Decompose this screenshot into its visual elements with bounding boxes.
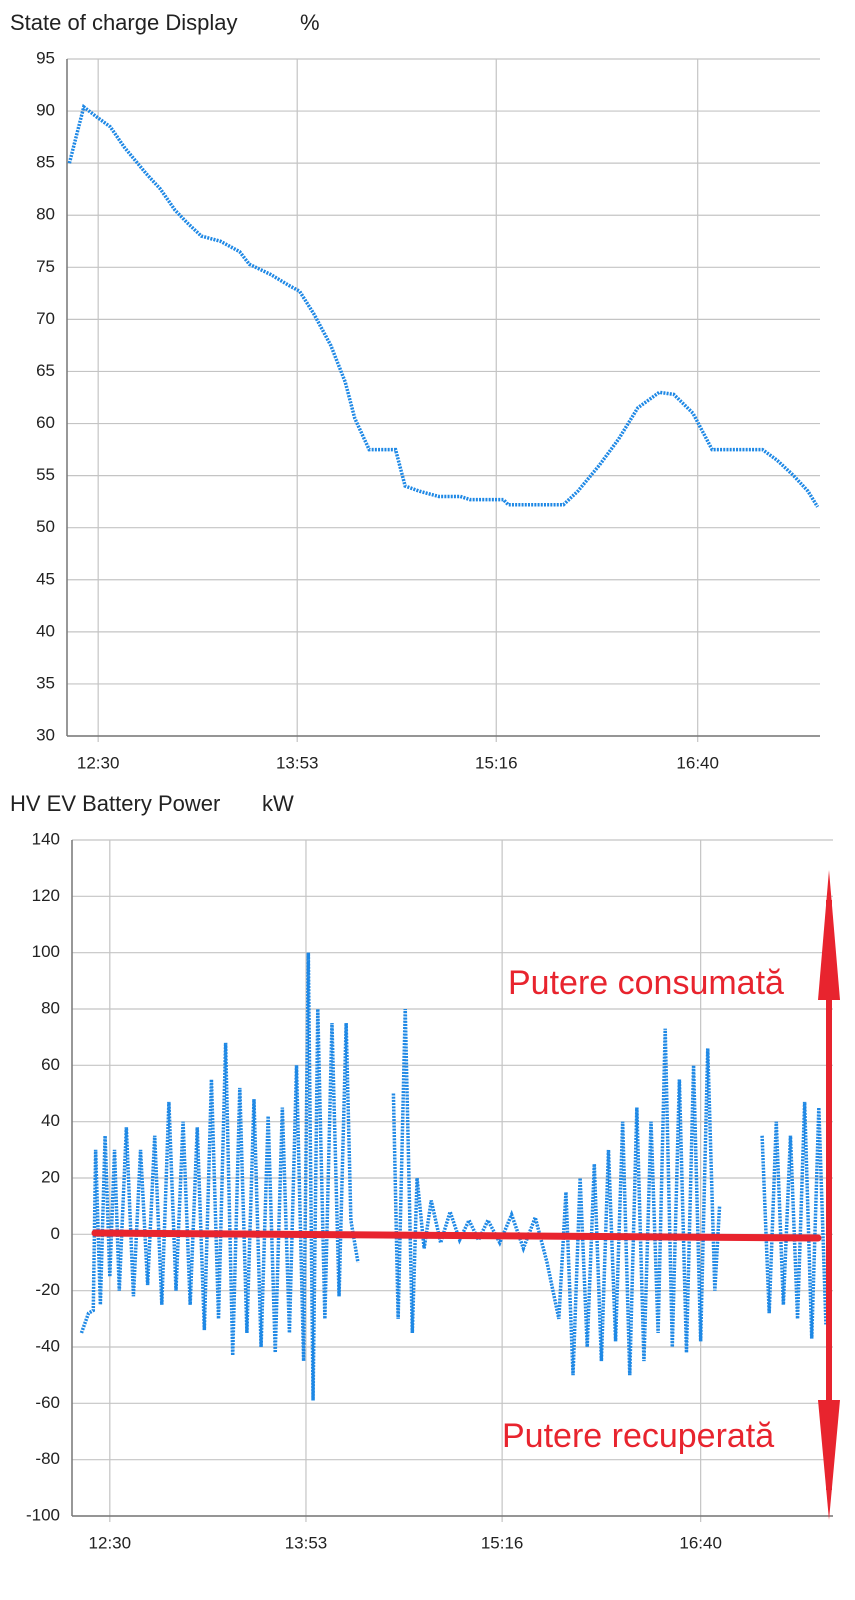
y-tick-label: 90 bbox=[36, 101, 55, 120]
unit: % bbox=[300, 10, 320, 35]
y-tick-label: 40 bbox=[41, 1111, 60, 1130]
y-tick-label: 95 bbox=[36, 48, 55, 67]
y-tick-label: -40 bbox=[35, 1336, 60, 1355]
y-tick-label: 75 bbox=[36, 257, 55, 276]
x-tick-label: 15:16 bbox=[481, 1533, 524, 1552]
y-tick-label: 60 bbox=[36, 413, 55, 432]
y-tick-label: 100 bbox=[32, 942, 60, 961]
x-tick-label: 15:16 bbox=[475, 753, 518, 772]
y-tick-label: 0 bbox=[51, 1224, 60, 1243]
x-tick-label: 16:40 bbox=[679, 1533, 722, 1552]
y-tick-label: -100 bbox=[26, 1505, 60, 1524]
y-tick-label: 80 bbox=[36, 205, 55, 224]
y-tick-label: 140 bbox=[32, 829, 60, 848]
y-tick-label: 65 bbox=[36, 361, 55, 380]
arrow-head-down bbox=[818, 1400, 840, 1520]
y-tick-label: 40 bbox=[36, 621, 55, 640]
x-tick-label: 13:53 bbox=[285, 1533, 328, 1552]
data-line bbox=[391, 1008, 722, 1376]
data-line bbox=[67, 103, 820, 508]
data-line bbox=[79, 952, 360, 1401]
x-tick-label: 12:30 bbox=[77, 753, 120, 772]
y-tick-label: 20 bbox=[41, 1167, 60, 1186]
y-tick-label: -80 bbox=[35, 1449, 60, 1468]
y-tick-label: 70 bbox=[36, 309, 55, 328]
x-tick-label: 13:53 bbox=[276, 753, 319, 772]
y-tick-label: 85 bbox=[36, 153, 55, 172]
annotation: Putere recuperată bbox=[502, 1417, 774, 1455]
y-tick-label: 50 bbox=[36, 517, 55, 536]
y-tick-label: -20 bbox=[35, 1280, 60, 1299]
y-tick-label: 80 bbox=[41, 998, 60, 1017]
chart-title: State of charge Display bbox=[10, 10, 237, 35]
y-tick-label: 60 bbox=[41, 1055, 60, 1074]
unit: kW bbox=[262, 791, 294, 816]
y-tick-label: 35 bbox=[36, 673, 55, 692]
y-tick-label: 120 bbox=[32, 886, 60, 905]
arrow-head-up bbox=[818, 870, 840, 1000]
zero-annotation-line bbox=[91, 1229, 822, 1242]
chart-title: HV EV Battery Power bbox=[10, 791, 220, 816]
annotation: Putere consumată bbox=[508, 964, 784, 1002]
x-tick-label: 16:40 bbox=[676, 753, 719, 772]
y-tick-label: -60 bbox=[35, 1393, 60, 1412]
y-tick-label: 30 bbox=[36, 725, 55, 744]
y-tick-label: 55 bbox=[36, 465, 55, 484]
data-line bbox=[760, 1101, 828, 1339]
y-tick-label: 45 bbox=[36, 569, 55, 588]
x-tick-label: 12:30 bbox=[89, 1533, 132, 1552]
